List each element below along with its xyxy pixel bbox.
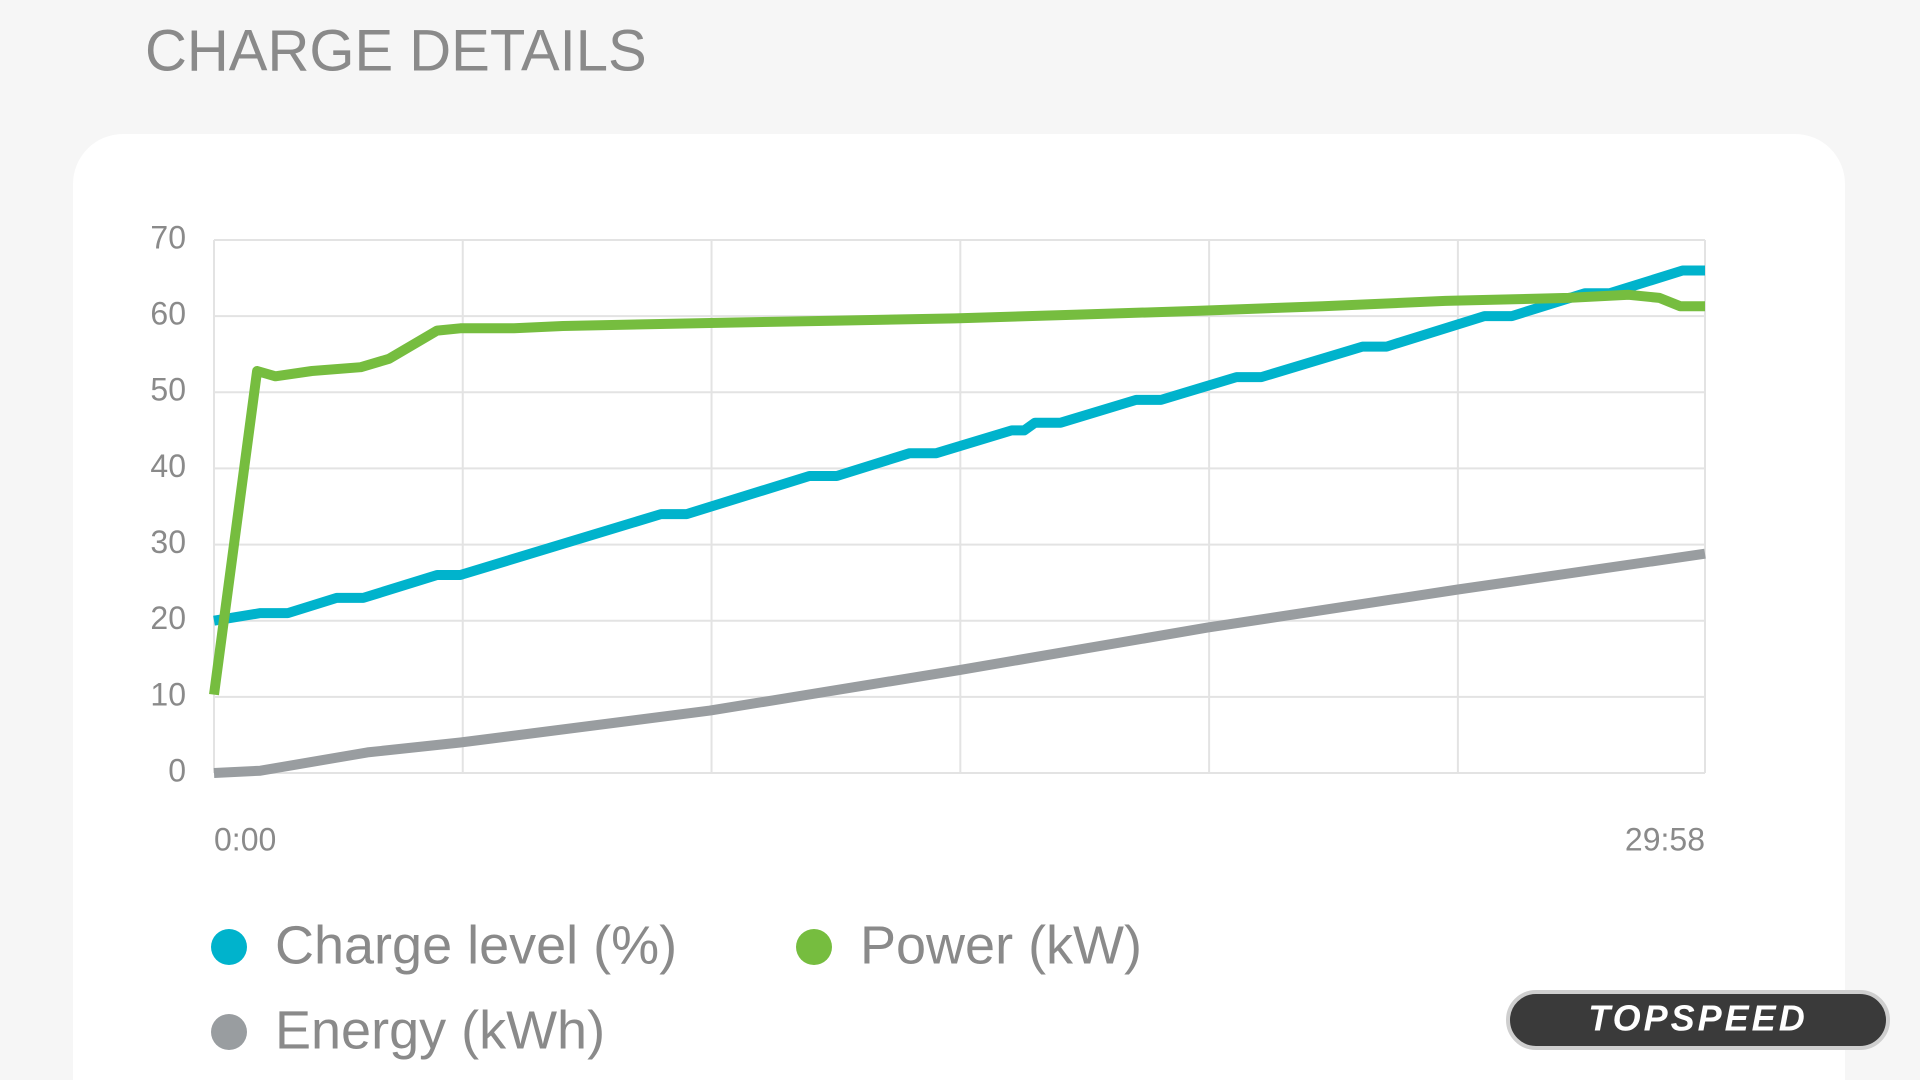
card [73, 134, 1845, 1080]
legend-label: Charge level (%) [275, 915, 677, 975]
legend-label: Energy (kWh) [275, 1000, 605, 1060]
x-tick-label: 29:58 [1625, 821, 1705, 857]
y-tick-label: 0 [168, 752, 186, 788]
y-tick-label: 20 [150, 600, 186, 636]
y-tick-label: 10 [150, 676, 186, 712]
chart-title: CHARGE DETAILS [145, 18, 647, 83]
y-tick-label: 70 [150, 219, 186, 255]
series-line [213, 548, 1706, 778]
series-line [213, 265, 1705, 626]
series-line [209, 289, 1705, 696]
y-tick-label: 40 [150, 448, 186, 484]
watermark-badge [1506, 990, 1890, 1050]
y-tick-label: 50 [150, 372, 186, 408]
legend-label: Power (kW) [860, 915, 1142, 975]
x-tick-label: 0:00 [214, 821, 276, 857]
y-tick-label: 30 [150, 524, 186, 560]
legend-marker [211, 929, 247, 965]
watermark-text: TOPSPEED [1588, 998, 1807, 1039]
watermark: TOPSPEED [1506, 990, 1890, 1050]
legend-marker [211, 1014, 247, 1050]
y-tick-label: 60 [150, 296, 186, 332]
legend-marker [796, 929, 832, 965]
